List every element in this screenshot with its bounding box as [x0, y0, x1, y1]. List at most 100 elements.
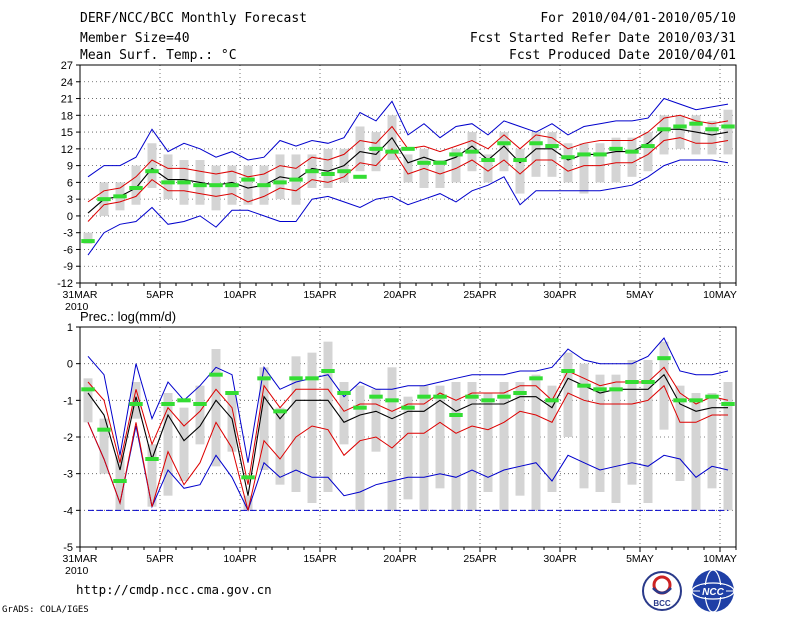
- prec-spread-box: [307, 352, 317, 503]
- prec-panel-title: Prec.: log(mm/d): [80, 309, 176, 324]
- temp-median-marker: [145, 169, 159, 174]
- prec-spread-box: [339, 382, 349, 445]
- temp-ytick-label: 3: [67, 194, 73, 206]
- temp-median-marker: [609, 146, 623, 151]
- temp-xtick-label: 10APR: [223, 289, 257, 301]
- temp-median-marker: [337, 169, 351, 174]
- temp-median-marker: [513, 158, 527, 163]
- temp-median-marker: [241, 177, 255, 182]
- prec-median-marker: [721, 402, 735, 406]
- prec-spread-box: [227, 393, 237, 452]
- temp-spread-box: [515, 148, 525, 194]
- temp-median-marker: [625, 149, 639, 154]
- temp-spread-box: [499, 132, 509, 172]
- temp-spread-box: [691, 115, 701, 155]
- temp-spread-box: [611, 137, 621, 183]
- prec-median-marker: [561, 369, 575, 373]
- prec-min-line: [87, 422, 729, 512]
- prec-spread-box: [243, 495, 253, 511]
- temp-median-marker: [305, 169, 319, 174]
- temp-spread-box: [595, 143, 605, 183]
- prec-spread-box: [323, 341, 333, 492]
- temp-ytick-label: 18: [61, 110, 73, 122]
- temp-spread-box: [675, 115, 685, 149]
- prec-ytick-label: 0: [67, 359, 73, 371]
- temp-median-marker: [497, 141, 511, 146]
- prec-median-marker: [161, 402, 175, 406]
- temp-spread-box: [147, 143, 157, 188]
- prec-spread-box: [499, 382, 509, 511]
- temp-xtick-label: 5APR: [146, 289, 174, 301]
- prec-spread-box: [211, 349, 221, 467]
- temp-ytick-label: 27: [61, 60, 73, 72]
- temp-median-marker: [465, 149, 479, 154]
- temp-median-marker: [449, 152, 463, 157]
- temp-median-marker: [561, 155, 575, 160]
- prec-median-marker: [657, 356, 671, 361]
- temp-median-marker: [113, 194, 127, 199]
- temp-median-marker: [177, 180, 191, 185]
- temp-xtick-label: 30APR: [543, 289, 577, 301]
- prec-median-marker: [689, 398, 703, 403]
- prec-xtick-label: 31MAR: [62, 553, 97, 565]
- prec-spread-box: [547, 385, 557, 492]
- prec-spread-box: [275, 407, 285, 485]
- prec-ytick-label: -2: [63, 432, 73, 444]
- forecast-produced: Fcst Produced Date 2010/04/01: [509, 48, 736, 63]
- prec-ytick-label: -4: [63, 505, 73, 517]
- prec-spread-box: [595, 374, 605, 492]
- prec-ytick-label: -5: [63, 542, 73, 554]
- prec-median-marker: [385, 398, 399, 403]
- prec-spread-box: [723, 382, 733, 511]
- prec-spread-box: [147, 444, 157, 507]
- temp-ytick-label: 0: [67, 211, 73, 223]
- temp-median-marker: [481, 158, 495, 163]
- prec-spread-box: [627, 360, 637, 485]
- prec-spread-box: [467, 382, 477, 511]
- prec-spread-box: [131, 382, 141, 419]
- prec-xtick-label: 10MAY: [703, 553, 737, 565]
- temp-median-marker: [257, 183, 271, 188]
- temp-median-marker: [161, 180, 175, 185]
- prec-plus1sd-line: [87, 366, 729, 485]
- prec-xtick-label: 25APR: [463, 553, 497, 565]
- temp-spread-box: [403, 154, 413, 183]
- temp-median-marker: [289, 177, 303, 182]
- temp-mean-line: [87, 128, 729, 214]
- temp-median-marker: [673, 124, 687, 129]
- prec-median-marker: [481, 398, 495, 403]
- forecast-started: Fcst Started Refer Date 2010/03/31: [469, 31, 736, 46]
- prec-median-marker: [401, 405, 415, 410]
- prec-xtick-label: 15APR: [303, 553, 337, 565]
- prec-median-marker: [193, 402, 207, 406]
- temp-ytick-label: 15: [61, 127, 73, 139]
- prec-spread-box: [355, 385, 365, 511]
- prec-median-marker: [241, 475, 255, 480]
- prec-spread-box: [531, 374, 541, 511]
- forecast-period: For 2010/04/01-2010/05/10: [540, 11, 736, 26]
- prec-spread-box: [515, 382, 525, 496]
- prec-xtick-label: 20APR: [383, 553, 417, 565]
- member-size: Member Size=40: [80, 31, 190, 46]
- temp-ytick-label: -3: [63, 228, 73, 240]
- temp-spread-box: [211, 165, 221, 211]
- footer-url[interactable]: http://cmdp.ncc.cma.gov.cn: [76, 582, 272, 597]
- temp-ytick-label: 12: [61, 144, 73, 156]
- prec-spread-box: [435, 385, 445, 489]
- prec-spread-box: [579, 363, 589, 489]
- temp-median-marker: [529, 141, 543, 146]
- temp-median-marker: [401, 146, 415, 151]
- temp-spread-box: [451, 148, 461, 183]
- temp-spread-box: [83, 232, 93, 244]
- temp-ytick-label: 21: [61, 94, 73, 106]
- prec-ytick-label: 1: [67, 322, 73, 334]
- prec-median-marker: [369, 394, 383, 399]
- temp-median-marker: [129, 185, 143, 190]
- prec-xtick-label: 10APR: [223, 553, 257, 565]
- prec-median-marker: [337, 391, 351, 395]
- prec-spread-box: [675, 385, 685, 481]
- prec-spread-box: [99, 418, 109, 474]
- temp-ytick-label: -12: [57, 278, 73, 290]
- temp-spread-box: [627, 137, 637, 177]
